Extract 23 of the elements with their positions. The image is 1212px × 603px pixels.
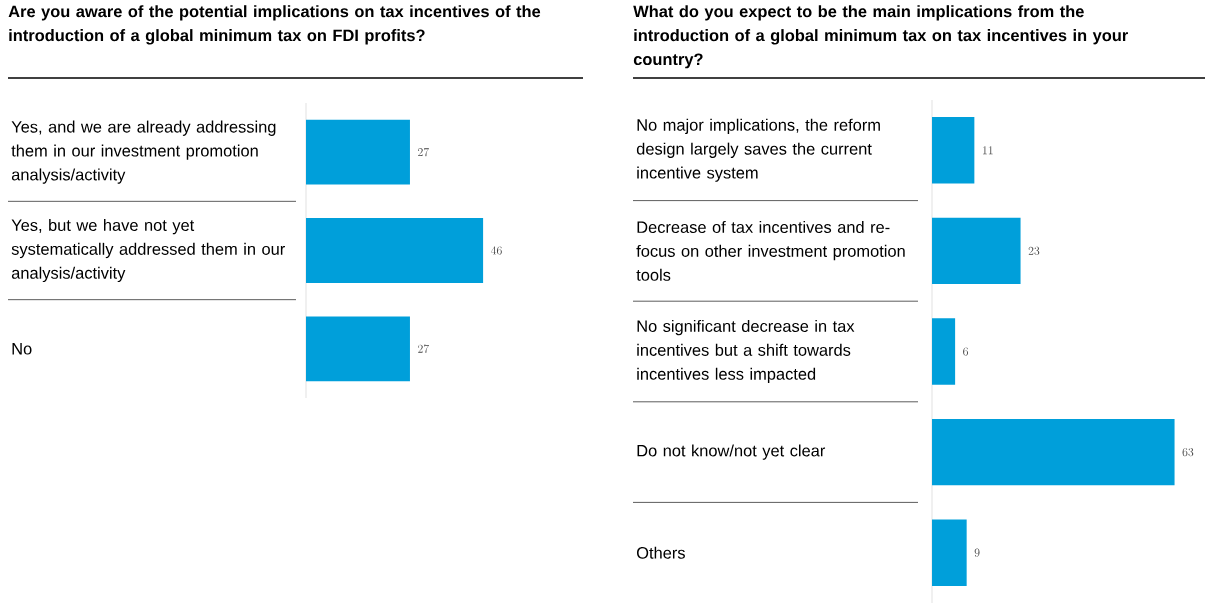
y-tick-label: Do not know/not yet clear <box>637 444 826 460</box>
bar <box>932 418 1175 486</box>
y-tick-label: Yes, but we have not yet systematically addressed them in our analysis/activity <box>11 218 285 283</box>
data-label: 6 <box>963 347 968 356</box>
bar <box>932 217 1021 285</box>
y-tick-label: Yes, and we are already addressing them in our investment promotion analysis/activity <box>11 120 276 184</box>
bar <box>932 117 975 184</box>
y-tick-label: No major implications, the reform design largely saves the current incentive system <box>636 118 880 182</box>
chart-title: What do you expect to be the main implications from the introduction of a global minimum tax on tax incentives in your country? <box>633 5 1128 69</box>
data-label: 46 <box>490 246 502 255</box>
data-label: 27 <box>418 344 429 353</box>
data-label: 11 <box>982 146 993 155</box>
chart-title: Are you aware of the potential implications on tax incentives of the introduction of a global minimum tax on FDI profits? <box>8 5 541 45</box>
data-label: 27 <box>418 147 429 157</box>
bar <box>932 318 956 385</box>
data-label: 63 <box>1182 448 1194 457</box>
data-label: 23 <box>1028 246 1040 256</box>
y-tick-label: Decrease of tax incentives and re-focus on other investment promotion tools <box>636 220 905 281</box>
y-tick-label: No significant decrease in tax incentives but a shift towards incentives less impacted <box>637 319 855 384</box>
bar <box>932 519 967 586</box>
y-tick-label: Others <box>636 546 685 559</box>
y-tick-label: No <box>12 343 32 355</box>
data-label: 9 <box>974 548 980 557</box>
